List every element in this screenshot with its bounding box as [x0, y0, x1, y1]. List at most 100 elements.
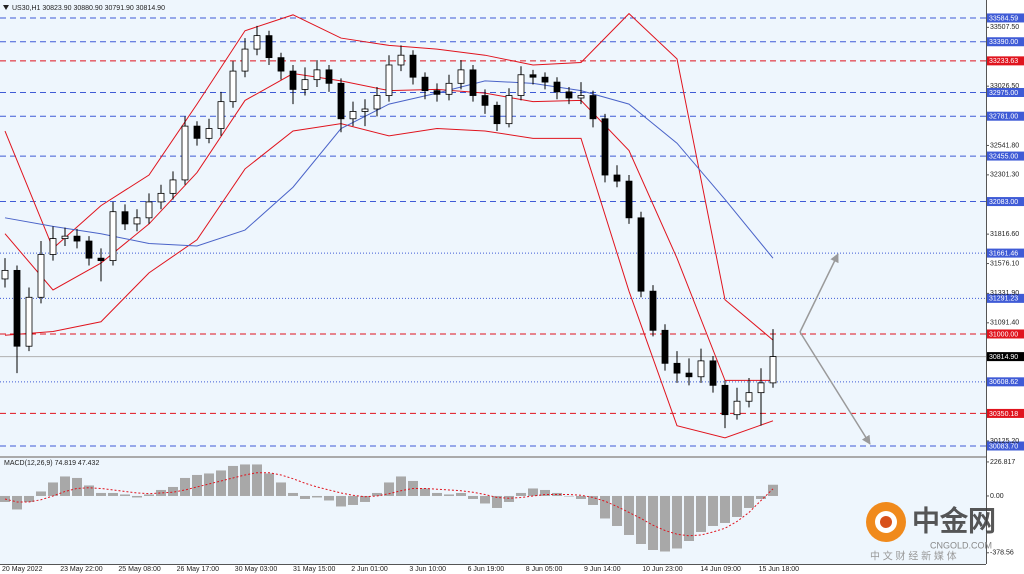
macd-bar — [768, 484, 778, 496]
candle-body — [265, 35, 273, 59]
candle-body — [85, 240, 93, 259]
macd-bar — [60, 476, 70, 496]
macd-bar — [216, 470, 226, 496]
candle-body — [685, 372, 693, 378]
macd-bar — [96, 492, 106, 496]
macd-bar — [348, 495, 358, 505]
header: US30,H1 30823.90 30880.90 30791.90 30814… — [12, 5, 165, 12]
main-panel — [0, 0, 986, 456]
candle-body — [697, 360, 705, 378]
macd-bar — [732, 495, 742, 517]
watermark-slogan: 中 文 财 经 新 媒 体 — [870, 550, 957, 563]
candle-body — [745, 392, 753, 402]
candle-body — [625, 180, 633, 219]
time-label: 6 Jun 19:00 — [468, 566, 505, 573]
macd-panel — [0, 458, 986, 564]
macd-bar — [492, 495, 502, 508]
candle-body — [481, 95, 489, 106]
macd-bar — [204, 473, 214, 496]
y-tick-label: 226.817 — [990, 459, 1015, 466]
candle-body — [133, 217, 141, 225]
macd-bar — [744, 495, 754, 508]
level-tag — [987, 441, 1024, 451]
candle-body — [757, 382, 765, 394]
macd-bar — [312, 495, 322, 498]
macd-bar — [444, 494, 454, 496]
level-tag — [987, 408, 1024, 418]
candle-body — [769, 356, 777, 384]
time-label: 8 Jun 05:00 — [526, 566, 563, 573]
level-tag — [987, 352, 1024, 362]
macd-bar — [720, 495, 730, 523]
level-tag — [987, 13, 1024, 23]
candle-body — [121, 211, 129, 225]
macd-bar — [180, 477, 190, 496]
symbol-icon — [3, 5, 9, 10]
macd-bar — [504, 495, 514, 502]
macd-bar — [708, 495, 718, 526]
candle-body — [661, 329, 669, 364]
candle-body — [553, 81, 561, 93]
candle-body — [649, 290, 657, 331]
macd-bar — [132, 495, 142, 498]
macd-bar — [696, 495, 706, 532]
candle-body — [517, 74, 525, 96]
arrow-up — [799, 253, 839, 333]
level-label: 31000.00 — [989, 331, 1018, 338]
level-label: 33390.00 — [989, 39, 1018, 46]
overlay-line — [4, 12, 774, 341]
y-tick-label: 33026.50 — [990, 83, 1019, 90]
time-label: 25 May 08:00 — [118, 566, 161, 573]
level-tag — [987, 248, 1024, 258]
time-label: 14 Jun 09:00 — [700, 566, 741, 573]
candle-body — [373, 95, 381, 110]
watermark-name: 中金网 — [912, 504, 996, 536]
y-tick-label: 31576.10 — [990, 260, 1019, 267]
level-label: 31291.23 — [989, 296, 1018, 303]
candle-body — [241, 48, 249, 72]
macd-bar — [612, 495, 622, 526]
candle-body — [613, 174, 621, 182]
y-tick-label: -378.56 — [990, 550, 1014, 557]
level-label: 33233.63 — [989, 58, 1018, 65]
level-label: 32975.00 — [989, 90, 1018, 97]
logo-core — [880, 516, 892, 528]
candle-body — [217, 101, 225, 129]
y-tick-label: 31091.40 — [990, 320, 1019, 327]
y-tick-label: 30125.20 — [990, 438, 1019, 445]
candle-body — [289, 70, 297, 90]
macd-bar — [552, 492, 562, 496]
macd-bar — [672, 495, 682, 549]
y-tick-label: 33507.50 — [990, 24, 1019, 31]
level-label: 32083.00 — [989, 199, 1018, 206]
candle-body — [493, 104, 501, 125]
y-tick-label: 32301.30 — [990, 172, 1019, 179]
candle-body — [721, 384, 729, 416]
time-label: 23 May 22:00 — [60, 566, 103, 573]
candle-body — [565, 91, 573, 99]
candle-body — [205, 128, 213, 139]
y-tick-label: 31331.90 — [990, 290, 1019, 297]
y-tick-label: 0.00 — [990, 493, 1004, 500]
macd-bar — [516, 492, 526, 496]
candle-body — [313, 69, 321, 81]
candle-body — [385, 64, 393, 96]
macd-bar — [252, 464, 262, 496]
candle-body — [181, 125, 189, 181]
level-tag — [987, 197, 1024, 207]
macd-bar — [324, 495, 334, 501]
level-tag — [987, 377, 1024, 387]
level-tag — [987, 151, 1024, 161]
candle-body — [673, 362, 681, 374]
level-label: 31661.46 — [989, 250, 1018, 257]
time-label: 15 Jun 18:00 — [759, 566, 800, 573]
macd-bar — [636, 495, 646, 544]
level-label: 30350.18 — [989, 411, 1018, 418]
candle-body — [325, 69, 333, 84]
macd-bar — [600, 495, 610, 519]
level-tag — [987, 87, 1024, 97]
macd-bar — [12, 495, 22, 510]
candle-body — [145, 201, 153, 219]
macd-bar — [360, 495, 370, 502]
